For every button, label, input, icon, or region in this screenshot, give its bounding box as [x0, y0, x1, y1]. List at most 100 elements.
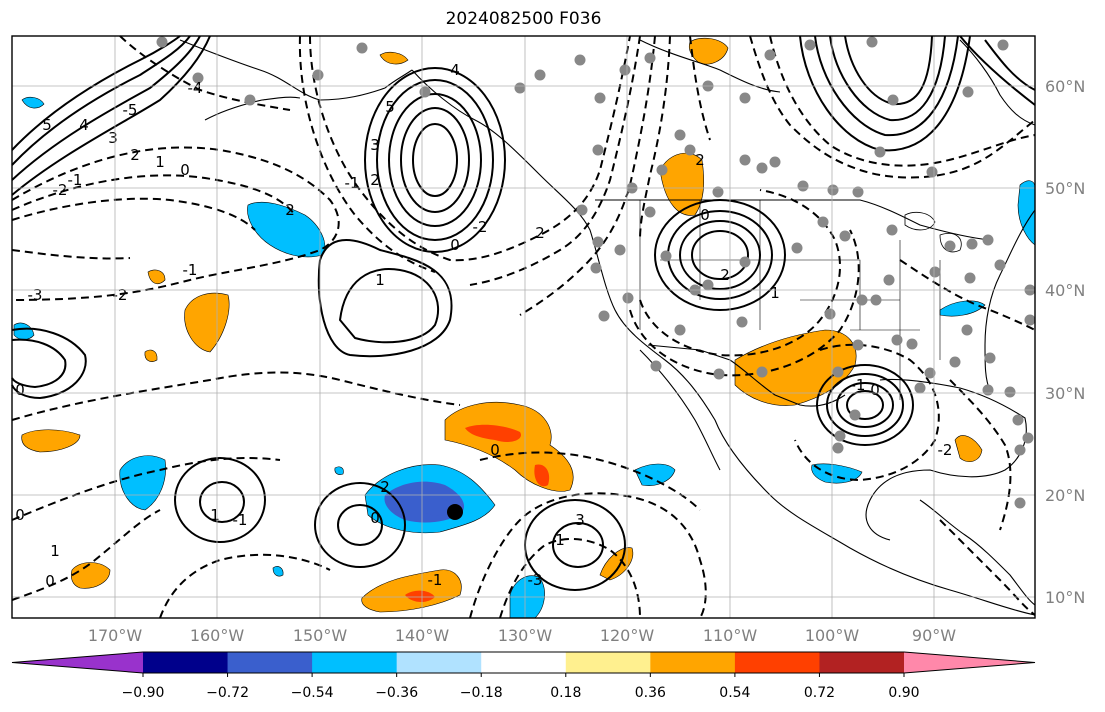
coastline-alaska	[179, 39, 413, 101]
contour-solid	[816, 364, 914, 446]
station-dot	[949, 356, 961, 368]
contour-solid	[11, 338, 67, 389]
shaded-fields	[13, 37, 1036, 619]
station-dot	[994, 259, 1006, 271]
station-dot	[984, 352, 996, 364]
border-us-mexico	[647, 344, 846, 407]
contour-dashed	[639, 189, 841, 357]
lon-label: 160°W	[190, 626, 245, 645]
colorbar-tick-label: 0.36	[635, 685, 666, 701]
colorbar-segment	[312, 652, 398, 673]
contour-dashed	[769, 35, 1036, 167]
contour-label: -1	[428, 571, 443, 589]
contour-label: -1	[183, 261, 198, 279]
fill-blue	[811, 463, 863, 484]
station-dot	[674, 324, 686, 336]
contour-label: -1	[68, 171, 83, 189]
contour-label: -3	[28, 286, 43, 304]
station-dot	[982, 384, 994, 396]
colorbar-tick-label: −0.18	[460, 685, 503, 701]
station-dot	[791, 242, 803, 254]
station-dot	[964, 272, 976, 284]
colorbar-segment	[227, 652, 313, 673]
station-dot	[764, 49, 776, 61]
contour-label: -4	[188, 79, 203, 97]
fill-orange	[144, 349, 158, 362]
graticule	[12, 36, 1035, 618]
contour-solid	[364, 67, 506, 253]
station-dot	[713, 368, 725, 380]
contour-label: 2	[130, 146, 140, 164]
station-dot	[769, 156, 781, 168]
fill-blue	[119, 455, 166, 511]
colorbar-extend-low	[12, 652, 143, 673]
fill-blue	[939, 300, 986, 317]
coastline-west-north-america	[411, 69, 1036, 616]
station-dot	[514, 82, 526, 94]
contour-dashed	[159, 553, 331, 619]
contour-label: 1	[210, 506, 220, 524]
station-dot	[797, 180, 809, 192]
contour-dashed	[899, 259, 1036, 331]
station-dot	[982, 234, 994, 246]
contour-solid	[826, 373, 904, 437]
station-dot	[739, 256, 751, 268]
contour-label: 0	[370, 509, 380, 527]
contour-dashed	[519, 35, 656, 316]
station-dot	[156, 36, 168, 48]
contour-solid	[814, 35, 959, 137]
contour-label: 2	[370, 171, 380, 189]
contour-dashed	[749, 35, 1036, 179]
contour-label: 0	[180, 161, 190, 179]
colorbar-tick-label: 0.18	[550, 685, 581, 701]
contour-label: 2	[380, 478, 390, 496]
fill-orange	[70, 562, 111, 589]
station-dot	[419, 86, 431, 98]
station-dot	[827, 184, 839, 196]
contour-label: 0	[870, 381, 880, 399]
contour-solid	[11, 35, 191, 166]
colorbar-segment	[481, 652, 567, 673]
fill-red	[405, 590, 435, 603]
contour-dashed	[939, 519, 1036, 616]
station-dot	[929, 266, 941, 278]
colorbar-tick-label: 0.54	[719, 685, 750, 701]
station-dot	[1014, 497, 1026, 509]
station-dot	[817, 216, 829, 228]
station-dot	[856, 294, 868, 306]
contour-label: 0	[45, 572, 55, 590]
contour-label: 0	[450, 236, 460, 254]
great-lakes	[904, 211, 962, 253]
contour-dashed	[11, 146, 340, 301]
contour-label: 5	[42, 116, 52, 134]
lat-label: 50°N	[1045, 179, 1085, 198]
contour-label: 3	[575, 511, 585, 529]
fill-orange	[184, 292, 230, 353]
contour-label: -1	[345, 174, 360, 192]
station-dot	[1024, 314, 1036, 326]
station-dot	[592, 236, 604, 248]
contour-dashed	[689, 35, 711, 141]
station-dot	[906, 338, 918, 350]
lat-label: 40°N	[1045, 281, 1085, 300]
station-dot	[804, 39, 816, 51]
station-dot	[1004, 386, 1016, 398]
contour-dashed	[11, 174, 296, 216]
contour-label: -2	[938, 441, 953, 459]
contour-solid	[836, 382, 894, 428]
station-dot	[674, 129, 686, 141]
station-dot	[622, 292, 634, 304]
station-dot	[619, 64, 631, 76]
station-dot	[883, 274, 895, 286]
fill-red	[465, 424, 521, 443]
contour-solid	[317, 239, 453, 358]
contour-label: 3	[370, 136, 380, 154]
lat-label: 20°N	[1045, 486, 1085, 505]
contour-label: 1	[155, 153, 165, 171]
contour-label: 1	[770, 284, 780, 302]
station-dot	[736, 316, 748, 328]
contour-solid	[337, 504, 383, 546]
station-dot	[874, 146, 886, 158]
contour-label: 1	[375, 271, 385, 289]
